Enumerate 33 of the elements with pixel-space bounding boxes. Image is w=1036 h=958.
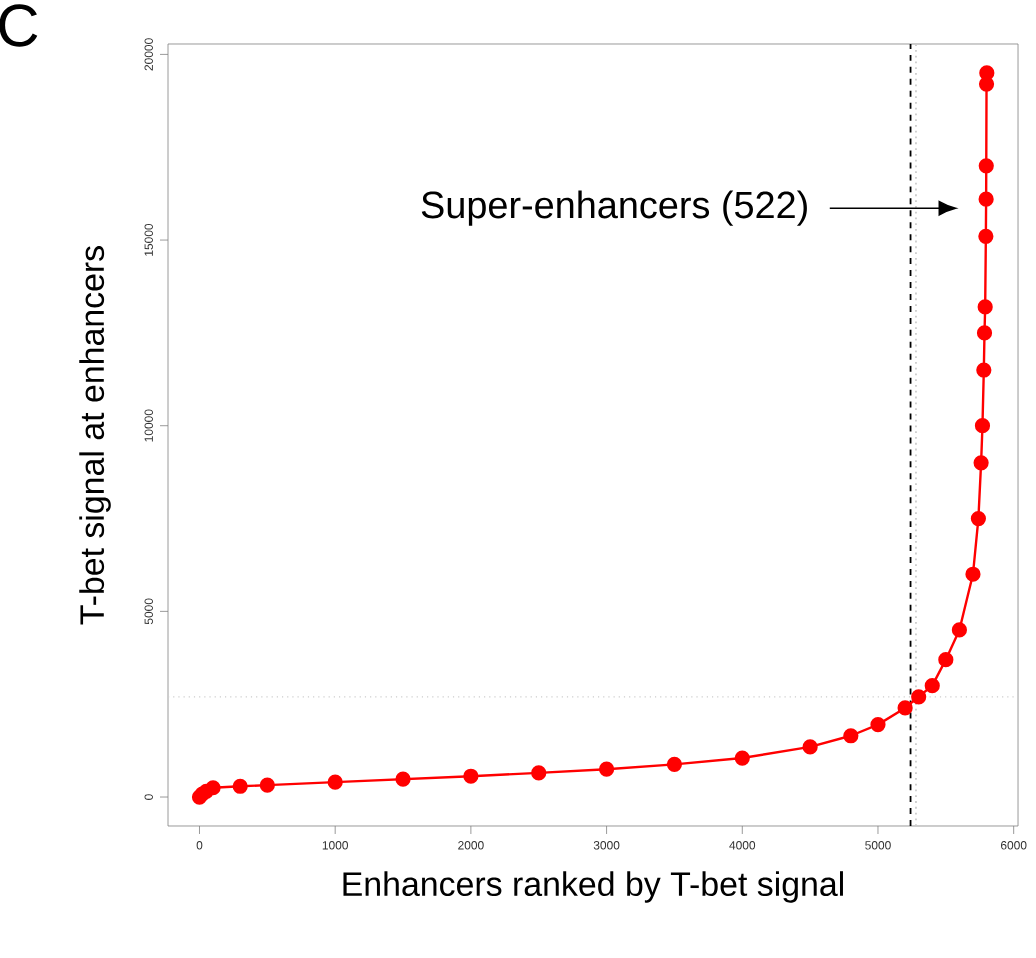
point [463, 768, 479, 784]
point [979, 65, 995, 81]
point [924, 678, 940, 694]
point [205, 780, 221, 796]
point [976, 362, 992, 378]
point [666, 756, 683, 772]
point [327, 774, 343, 790]
point [598, 761, 615, 777]
point [965, 566, 981, 582]
point [232, 778, 248, 794]
annotation: Super-enhancers (522) [421, 190, 807, 226]
point [870, 717, 886, 733]
point [259, 777, 275, 793]
text: C [0, 4, 38, 47]
point [978, 228, 994, 244]
x-axis-title: Enhancers ranked by T-bet signal [343, 871, 843, 903]
y-axis-title: T-bet signal at enhancers [79, 246, 111, 625]
point [970, 510, 986, 527]
point [531, 765, 547, 781]
point [802, 739, 818, 755]
point [395, 771, 411, 787]
point [976, 325, 993, 341]
point [938, 652, 954, 668]
point [911, 689, 927, 705]
point [973, 455, 989, 471]
point [951, 622, 967, 638]
point [978, 191, 994, 207]
point [897, 700, 913, 716]
point [843, 728, 859, 744]
point [978, 158, 994, 174]
point [974, 418, 991, 434]
point [734, 750, 750, 766]
point [977, 299, 993, 315]
